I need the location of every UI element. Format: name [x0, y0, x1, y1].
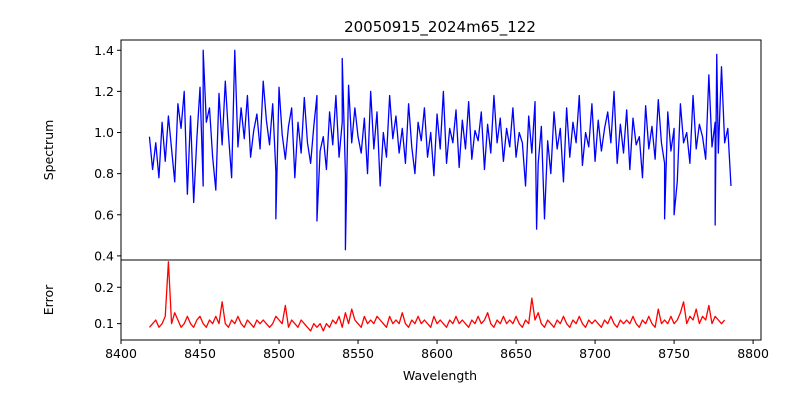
- chart-title: 20050915_2024m65_122: [344, 18, 536, 37]
- error-y-ticks: 0.1 0.2: [94, 280, 121, 331]
- error-y-tick-label: 0.1: [94, 316, 114, 331]
- spectrum-series-line: [148, 49, 732, 251]
- x-tick-label: 8650: [500, 346, 532, 361]
- x-axis-label: Wavelength: [403, 368, 477, 383]
- spectrum-y-tick-label: 0.6: [94, 207, 114, 222]
- x-tick-label: 8750: [658, 346, 690, 361]
- x-tick-label: 8600: [421, 346, 453, 361]
- spectrum-y-axis-label: Spectrum: [41, 120, 56, 181]
- error-series-line: [148, 261, 726, 332]
- error-axes-frame: [120, 259, 762, 341]
- error-y-tick-label: 0.2: [94, 280, 114, 295]
- error-y-axis-label: Error: [41, 284, 56, 315]
- x-tick-label: 8550: [342, 346, 374, 361]
- spectrum-y-tick-label: 0.4: [94, 248, 114, 263]
- spectrum-y-tick-label: 1.4: [94, 43, 114, 58]
- spectrum-y-tick-label: 0.8: [94, 166, 114, 181]
- spectrum-panel: 0.4 0.6 0.8 1.0 1.2 1.4 Spectrum: [41, 39, 762, 263]
- error-lines: [148, 261, 726, 332]
- spectrum-lines: [148, 49, 732, 251]
- x-tick-label: 8500: [263, 346, 295, 361]
- x-tick-label: 8800: [737, 346, 769, 361]
- spectrum-y-tick-label: 1.0: [94, 125, 114, 140]
- error-panel: 0.1 0.2 Error: [41, 259, 762, 341]
- x-tick-label: 8700: [579, 346, 611, 361]
- spectrum-y-tick-label: 1.2: [94, 84, 114, 99]
- x-axis-ticks: 8400 8450 8500 8550 8600 8650 8700 8750 8800: [105, 340, 769, 361]
- x-tick-label: 8450: [184, 346, 216, 361]
- spectrum-y-ticks: 0.4 0.6 0.8 1.0 1.2 1.4: [94, 43, 121, 263]
- x-tick-label: 8400: [105, 346, 137, 361]
